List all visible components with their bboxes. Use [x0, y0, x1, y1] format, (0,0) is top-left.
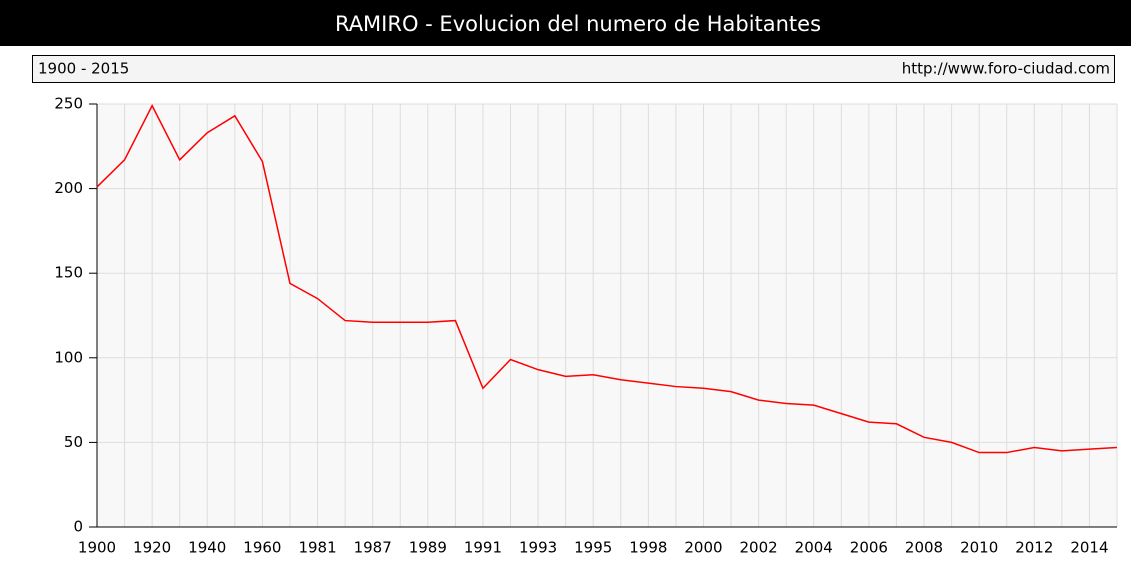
x-tick-label: 1900	[78, 539, 116, 557]
x-tick-label: 1940	[188, 539, 226, 557]
y-tick-label: 200	[54, 179, 83, 197]
x-tick-label: 1993	[519, 539, 557, 557]
x-tick-label: 1998	[629, 539, 667, 557]
x-tick-label: 2012	[1015, 539, 1053, 557]
x-tick-label: 1995	[574, 539, 612, 557]
y-tick-label: 150	[54, 264, 83, 282]
x-tick-label: 2008	[905, 539, 943, 557]
x-tick-label: 1960	[243, 539, 281, 557]
title-bar	[0, 0, 1131, 46]
y-tick-label: 100	[54, 348, 83, 366]
x-tick-label: 1920	[133, 539, 171, 557]
x-tick-label: 2004	[795, 539, 833, 557]
x-tick-label: 1981	[298, 539, 336, 557]
y-tick-label: 250	[54, 95, 83, 113]
x-tick-label: 2002	[740, 539, 778, 557]
x-tick-label: 1987	[354, 539, 392, 557]
source: http://www.foro-ciudad.com	[902, 60, 1110, 78]
chart-title: RAMIRO - Evolucion del numero de Habitan…	[335, 12, 821, 36]
x-tick-label: 2010	[960, 539, 998, 557]
y-tick-label: 50	[64, 433, 83, 451]
x-tick-label: 2014	[1070, 539, 1108, 557]
plot-area	[97, 104, 1117, 527]
chart-subtitle: 1900 - 2015	[38, 60, 129, 78]
subtitle-box	[32, 55, 1115, 83]
x-tick-label: 2000	[684, 539, 722, 557]
x-tick-label: 1991	[464, 539, 502, 557]
x-tick-label: 1989	[409, 539, 447, 557]
x-tick-label: 2006	[850, 539, 888, 557]
y-tick-label: 0	[73, 518, 83, 536]
data-line	[96, 104, 1118, 454]
